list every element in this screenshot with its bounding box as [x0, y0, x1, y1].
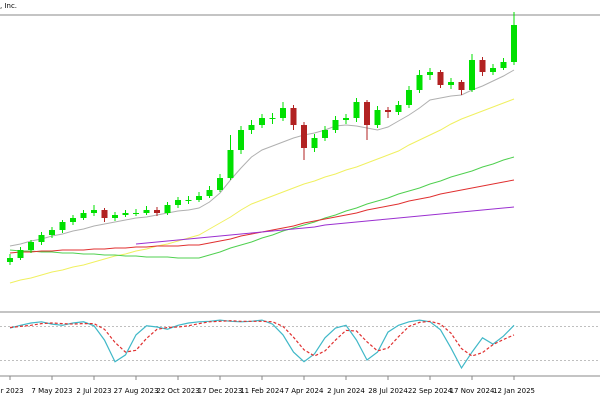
x-tick-label: 7 Apr 2024 — [285, 387, 324, 395]
candle-body — [91, 210, 97, 213]
candle-body — [479, 60, 486, 72]
candle-body — [112, 215, 118, 218]
candle-body — [511, 25, 517, 62]
candle-body — [185, 200, 192, 201]
candle-body — [28, 242, 34, 250]
candle-body — [133, 213, 139, 214]
oscillator-line — [9, 320, 515, 357]
moving-average — [135, 206, 515, 245]
candle-body — [395, 105, 402, 112]
x-tick-label: 22 Sep 2024 — [408, 387, 453, 395]
candle-body — [406, 90, 412, 105]
x-tick-label: 2 Jun 2024 — [327, 387, 365, 395]
moving-average — [9, 156, 515, 259]
candle-body — [101, 210, 108, 218]
candle-body — [259, 118, 265, 125]
candle-body — [353, 102, 360, 118]
candle-body — [458, 82, 465, 90]
candle-body — [238, 130, 244, 150]
candle-body — [490, 68, 496, 72]
candle-body — [500, 62, 507, 68]
candle-body — [227, 150, 234, 178]
chart-title: , Inc. — [0, 2, 17, 10]
moving-average — [9, 69, 515, 247]
candle-body — [448, 82, 454, 85]
x-tick-label: 7 May 2023 — [31, 387, 72, 395]
x-tick-label: ar 2023 — [0, 387, 24, 395]
candle-body — [143, 210, 150, 213]
candle-body — [280, 108, 286, 118]
candle-body — [322, 130, 328, 138]
candle-body — [469, 60, 475, 90]
candle-body — [70, 218, 76, 222]
candle-body — [7, 258, 13, 262]
candle-body — [217, 178, 223, 190]
candle-body — [164, 205, 171, 213]
candle-body — [427, 72, 433, 75]
candle-body — [17, 250, 24, 258]
x-tick-label: 28 Jul 2024 — [368, 387, 408, 395]
candle-body — [437, 72, 444, 85]
candle-body — [332, 120, 339, 130]
candle-body — [248, 125, 255, 130]
moving-average — [9, 98, 515, 284]
candle-body — [290, 108, 297, 125]
candle-body — [38, 235, 45, 242]
x-tick-label: 22 Oct 2023 — [156, 387, 199, 395]
candle-body — [416, 75, 423, 90]
candle-body — [154, 210, 160, 213]
x-tick-label: 17 Nov 2024 — [450, 387, 495, 395]
candle-body — [80, 213, 87, 218]
candle-body — [122, 213, 129, 215]
candle-body — [343, 118, 349, 120]
x-tick-label: 2 Jul 2023 — [76, 387, 111, 395]
candle-body — [364, 102, 370, 125]
x-tick-label: 17 Dec 2023 — [198, 387, 243, 395]
candle-body — [374, 110, 381, 125]
x-tick-label: 27 Aug 2023 — [114, 387, 159, 395]
candle-body — [49, 230, 55, 235]
candle-body — [175, 200, 181, 205]
candle-body — [311, 138, 318, 148]
candle-body — [385, 110, 391, 112]
candle-body — [196, 196, 202, 200]
candle-body — [59, 222, 66, 230]
candle-body — [269, 118, 276, 119]
candle-body — [206, 190, 213, 196]
x-tick-label: 12 Jan 2025 — [493, 387, 535, 395]
candle-body — [301, 125, 307, 148]
x-tick-label: 11 Feb 2024 — [240, 387, 284, 395]
